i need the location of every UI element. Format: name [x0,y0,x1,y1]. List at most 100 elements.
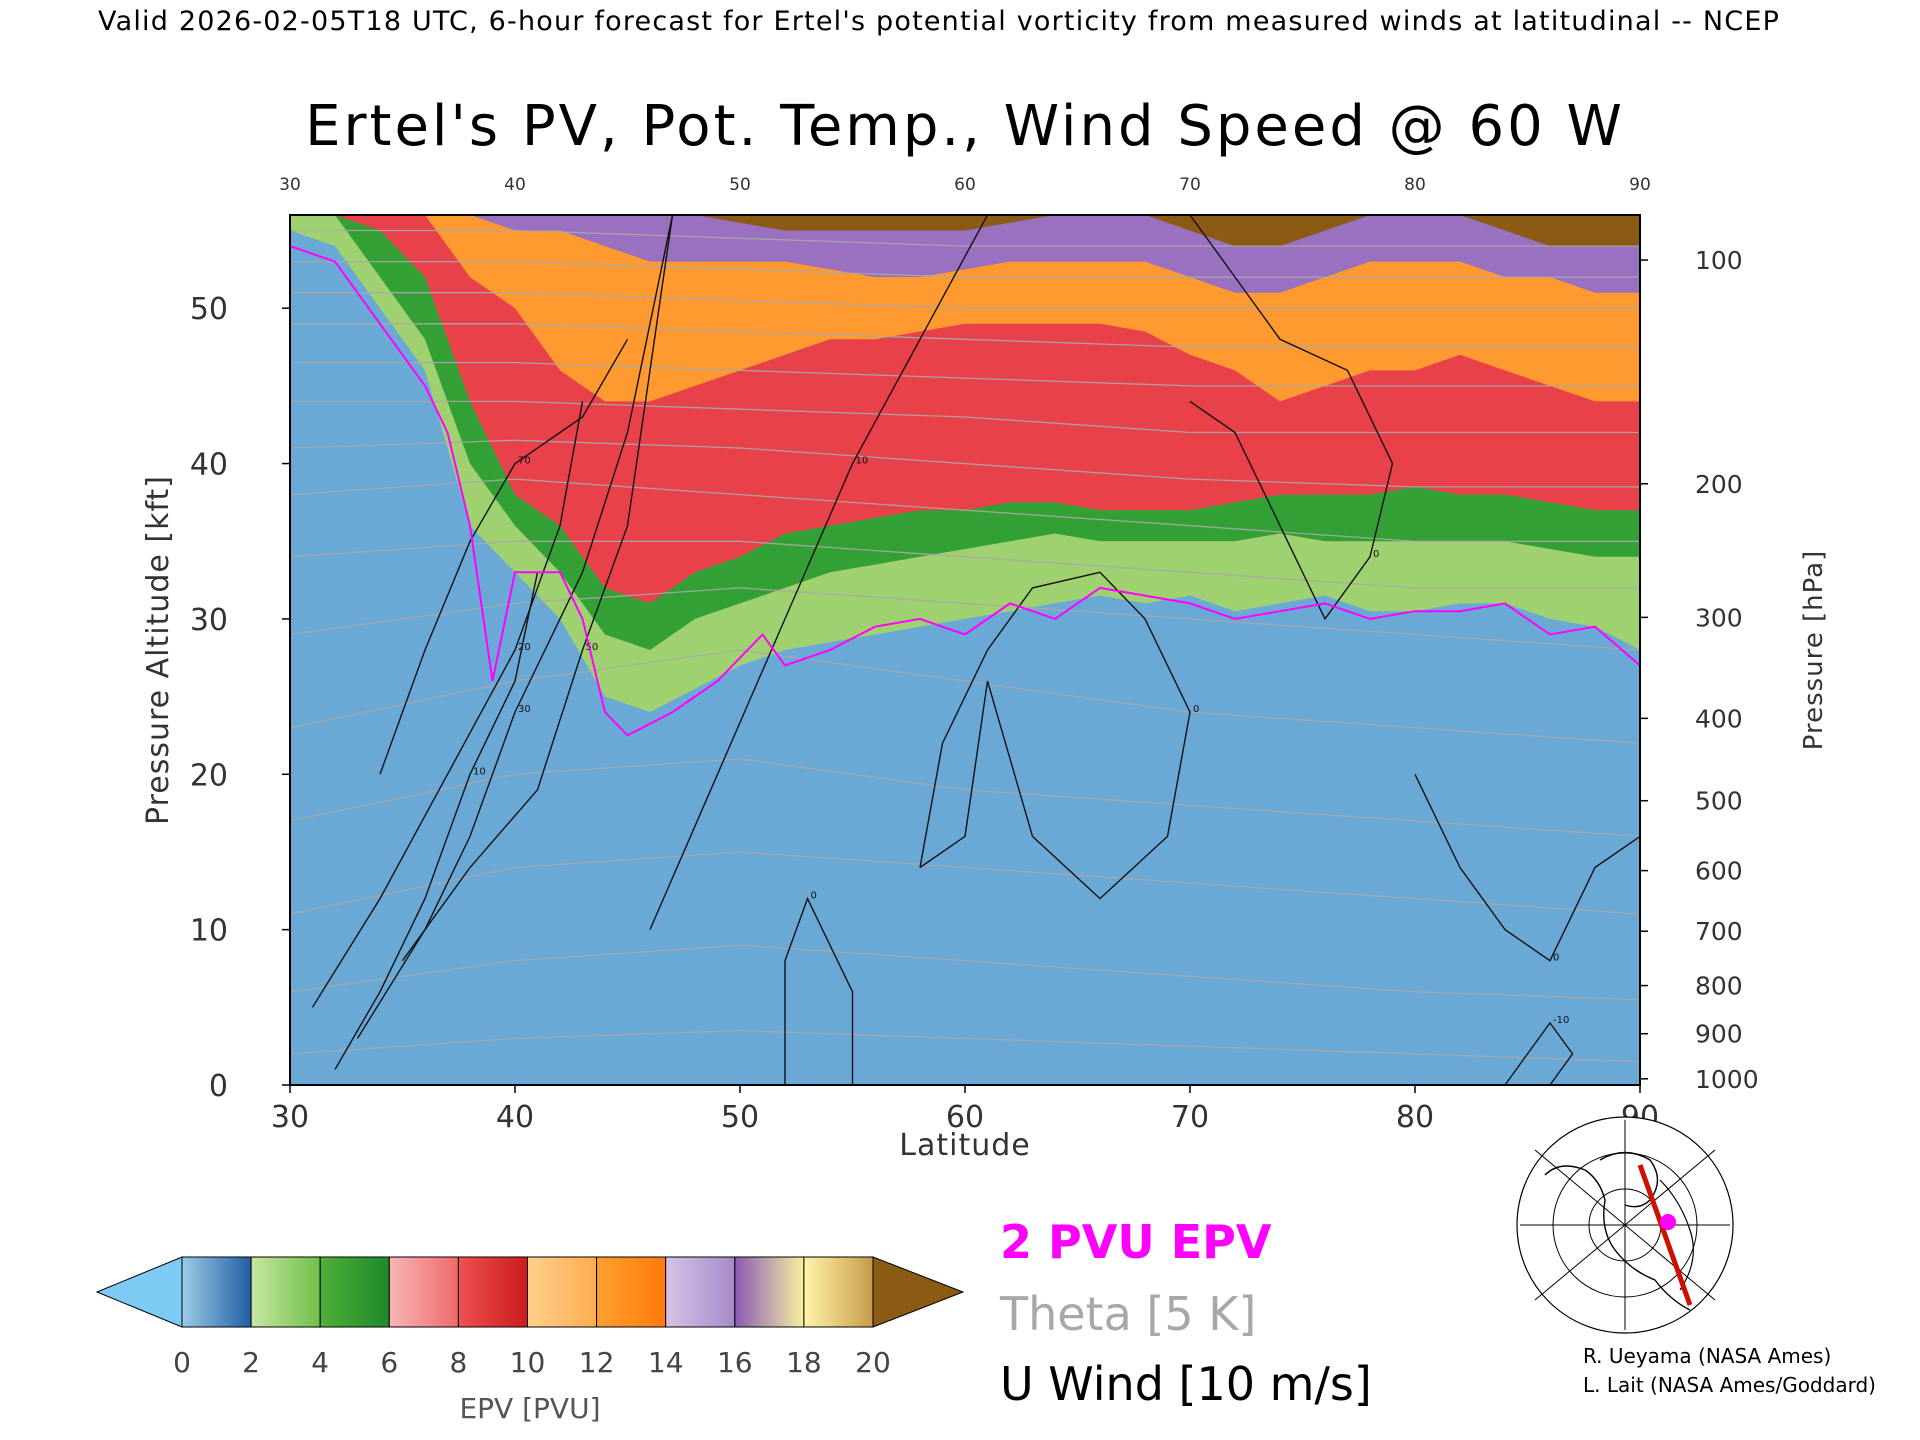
wind-line [1504,1021,1574,1085]
theta-line-305 [290,758,1640,838]
theta-line-370 [290,323,1640,348]
pressure-axis-label: Pressure [hPa] [1799,550,1829,751]
wind-line-label: 0 [1193,704,1199,715]
x-tick-label: 80 [1396,1100,1434,1135]
y-tick-label: 0 [209,1069,228,1104]
theta-contours [290,229,1640,1063]
theta-line-330 [290,478,1640,542]
colorbar-tick-label: 14 [648,1346,684,1379]
colorbar-bin [803,1256,874,1328]
pressure-tick-label: 300 [1695,603,1743,632]
epv-layer-1 [290,230,1640,1085]
header-text: Valid 2026-02-05T18 UTC, 6-hour forecast… [98,6,1780,37]
pressure-tick-label: 900 [1695,1020,1743,1049]
wind-line [649,215,989,930]
x-axis-ticks: 3030404050506060707080809090 [271,175,1659,1135]
wind-line [334,572,539,1070]
colorbar-bin [181,1256,252,1328]
x-top-tick-label: 30 [279,175,301,195]
wind-line-label: 0 [1373,549,1379,560]
colorbar-tick-label: 18 [786,1346,822,1379]
theta-line-320 [290,540,1640,589]
theta-line-350 [290,400,1640,434]
pv2-contour [290,245,1640,737]
theta-line-360 [290,361,1640,387]
wind-line [401,215,674,962]
x-top-tick-label: 70 [1179,175,1201,195]
theta-line-340 [290,439,1640,488]
y-tick-label: 10 [190,914,228,949]
colorbar-bin [665,1256,736,1328]
colorbar-tick-label: 6 [380,1346,398,1379]
colorbar-over-arrow [872,1256,965,1328]
wind-line [919,571,1191,900]
wind-line [1414,773,1640,962]
wind-line-label: -10 [1553,1015,1569,1026]
theta-line-380 [290,292,1640,309]
legend-uwind: U Wind [10 m/s] [1000,1357,1372,1411]
wind-line-label: 0 [1553,953,1559,964]
colorbar-tick-label: 0 [173,1346,191,1379]
x-tick-label: 70 [1171,1100,1209,1135]
epv-filled-layers [290,215,1640,1085]
wind-line-label: 30 [518,704,531,715]
legend-theta: Theta [5 K] [999,1287,1256,1341]
colorbar-bin [388,1256,459,1328]
wind-line [784,896,854,1085]
theta-line-400 [290,229,1640,247]
colorbar-label: EPV [PVU] [459,1392,600,1425]
x-tick-label: 40 [496,1100,534,1135]
credit-1: R. Ueyama (NASA Ames) [1583,1344,1831,1368]
legend-pv2: 2 PVU EPV [1000,1215,1272,1269]
section-line [1637,1164,1693,1306]
x-tick-label: 60 [946,1100,984,1135]
wind-line-label: 20 [518,642,531,653]
colorbar-bin [457,1256,528,1328]
pressure-tick-label: 600 [1695,857,1743,886]
pressure-tick-label: 200 [1695,470,1743,499]
locator-map [1516,1116,1734,1334]
wind-line-label: 0 [811,891,817,902]
y-tick-label: 40 [190,448,228,483]
colorbar-bin [250,1256,321,1328]
theta-line-290 [290,1029,1640,1063]
u-wind-contours: 10 20 30 50 70 10 0 0 0 0 -10 [311,215,1640,1085]
colorbar-tick-label: 12 [579,1346,615,1379]
x-top-tick-label: 50 [729,175,751,195]
credit-2: L. Lait (NASA Ames/Goddard) [1583,1373,1876,1397]
y-tick-label: 30 [190,603,228,638]
pressure-tick-label: 1000 [1695,1065,1759,1094]
wind-line [311,401,584,1008]
y-tick-label: 50 [190,292,228,327]
colorbar-tick-label: 16 [717,1346,753,1379]
colorbar-tick-label: 20 [855,1346,891,1379]
colorbar-tick-label: 8 [449,1346,467,1379]
x-tick-label: 50 [721,1100,759,1135]
wind-line-label: 70 [518,456,531,467]
section-marker [1660,1214,1676,1230]
wind-line [1189,215,1394,621]
y-axis-ticks: 0 10 20 30 40 50 [190,292,290,1104]
epv-colorbar: 0 2 4 6 8 10 12 14 16 18 20 [95,1256,965,1379]
y-axis-label: Pressure Altitude [kft] [141,475,176,825]
y-tick-label: 20 [190,758,228,793]
wind-line-label: 50 [586,642,599,653]
wind-line-label: 10 [473,766,486,777]
x-top-tick-label: 60 [954,175,976,195]
colorbar-bin [527,1256,598,1328]
pv2-line [290,245,1640,737]
pressure-tick-label: 100 [1695,246,1743,275]
pressure-tick-label: 500 [1695,787,1743,816]
chart-title: Ertel's PV, Pot. Temp., Wind Speed @ 60 … [305,94,1625,159]
x-top-tick-label: 80 [1404,175,1426,195]
x-top-tick-label: 90 [1629,175,1651,195]
pressure-tick-label: 400 [1695,704,1743,733]
pressure-tick-label: 700 [1695,917,1743,946]
wind-line-label: 10 [856,456,869,467]
x-axis-label: Latitude [899,1128,1030,1163]
theta-line-390 [290,260,1640,278]
theta-line-315 [290,587,1640,651]
colorbar-tick-label: 2 [242,1346,260,1379]
colorbar-bin [596,1256,667,1328]
